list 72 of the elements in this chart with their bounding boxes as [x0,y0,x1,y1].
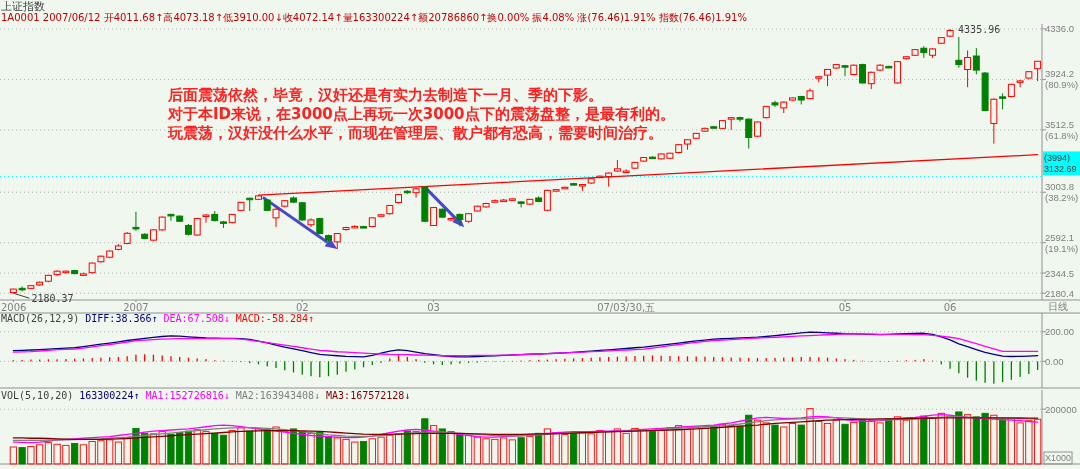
bar [421,418,429,465]
bar [850,421,858,465]
bar [710,425,718,465]
bar [359,441,368,465]
bar [885,418,893,465]
chart-title: 上证指数 [1,0,45,13]
x-tick-label: 2007 [123,302,149,313]
y-tick-label: 3003.8 (38.2%) [1045,181,1079,204]
y-tick-label: 0.00 [1045,355,1064,367]
annotation: 对于本ID来说，在3000点上再玩一次3000点下的震荡盘整，是最有利的。 [167,105,675,123]
bar [570,432,578,465]
bar [263,429,271,465]
ref-line-label: (3994) 3132.69 [1044,153,1077,175]
y-tick-label: 2180.4 [1045,287,1075,299]
bar [254,428,263,465]
y-axis-title: X1000 [1045,453,1072,463]
bar [841,423,849,465]
y-tick-label: 200000 [1045,403,1077,415]
x-tick-label: 03 [427,302,440,313]
annotation: 后面震荡依然，毕竟，汉奸还是有实力去制造下一月、季的下影。 [167,86,603,104]
chart-title: VOL(5,10,20) [1,390,74,401]
text: MA1:152726816↓ [145,390,230,401]
annotation: 4335.96 [958,23,1001,35]
text: MACD:-58.284↑ [235,313,315,324]
chart-subtitle: 1A0001 2007/06/12 开4011.68↑高4073.18↑低3910.00↓收4072.14↑量163300224↑额20786860↑换0.00% 振4.08% 涨(76.46)1.91% 指数(76.46)1.91% [1,12,747,23]
bar [928,416,937,465]
bar [920,415,928,465]
series-label: DEA:67.508↓ [163,313,230,324]
y-tick-label: 3924.2 (80.9%) [1045,68,1079,91]
bar [508,439,516,465]
text: MA2:163943408↓ [235,390,321,401]
bar [999,419,1007,465]
x-tick-label: 06 [943,302,957,313]
bar [797,424,805,465]
bar [412,431,420,465]
series-label: DIFF:38.366↑ [85,313,158,324]
x-tick-label: 02 [295,302,309,313]
bar [526,436,534,465]
y-tick-label: 3512.5 (61.8%) [1045,118,1079,141]
text: MA3:167572128↓ [326,390,411,401]
bar [963,414,972,465]
y-tick-label: 2344.5 [1045,267,1075,279]
y-tick-label: 4336.0 [1045,23,1075,35]
x-tick-label: 05 [838,302,852,313]
x-tick-label: 07/03/30,五 [597,302,656,313]
bar [648,431,657,465]
x-axis-title: 日线 [1048,301,1068,312]
bar [893,416,902,465]
chart-title: MACD(26,12,9) [1,313,80,324]
bar [465,434,473,465]
bar [307,432,315,465]
bar [447,431,455,465]
annotation: 2180.37 [31,293,74,305]
y-tick-label: 200.00 [1045,326,1075,338]
bar [246,430,254,465]
bar [403,430,411,465]
bar [517,437,525,465]
bar [771,424,779,465]
annotation: 163300224↑ [79,390,140,401]
bar [990,414,998,465]
bar [71,442,79,465]
annotation: 玩震荡，汉奸没什么水平，而现在管理层、散户都有恐高，需要时间治疗。 [167,124,663,142]
bar [18,447,26,465]
bar [456,433,464,465]
bar [858,419,867,465]
bar [438,428,446,465]
x-tick-label: 2006 [1,302,27,313]
bar [9,446,17,465]
bar [535,432,543,465]
y-tick-label: 2592.1 (19.1%) [1045,231,1079,254]
bar [429,425,438,465]
bar [955,411,963,465]
